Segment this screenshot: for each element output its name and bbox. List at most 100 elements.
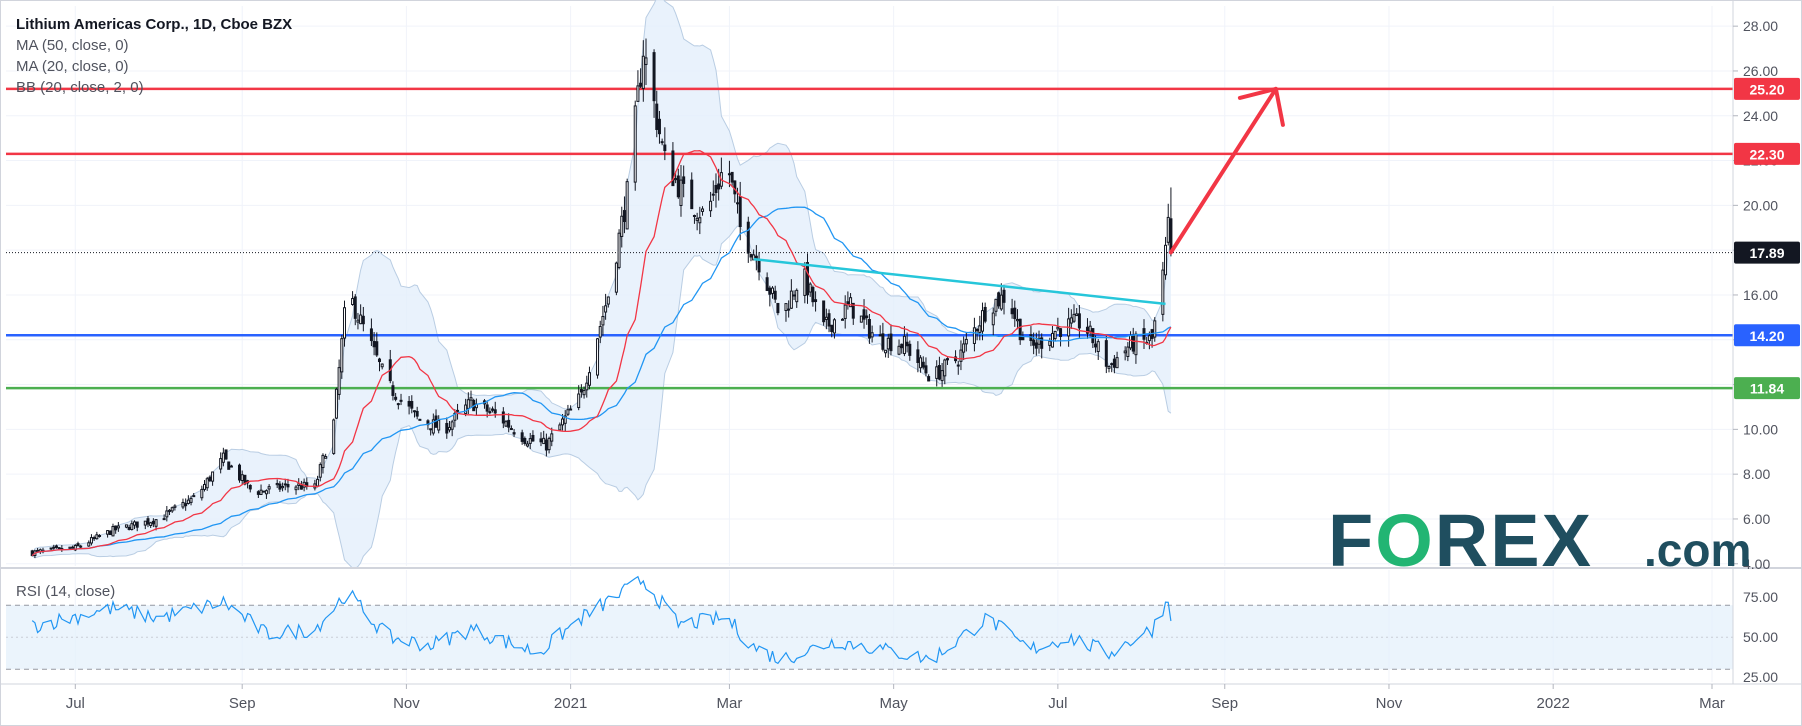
indicator-bb: BB (20, close, 2, 0) xyxy=(16,79,144,96)
price-tick-label: 16.00 xyxy=(1743,287,1778,303)
candle-body xyxy=(286,484,290,488)
candle-body xyxy=(975,328,979,332)
candle-body xyxy=(757,259,761,273)
annotations xyxy=(753,86,1285,306)
candle-body xyxy=(1053,330,1057,340)
candle-body xyxy=(509,428,513,431)
candle-body xyxy=(806,262,810,296)
candle-body xyxy=(135,521,139,528)
candle-body xyxy=(1096,341,1100,352)
candle-body xyxy=(523,438,527,444)
candle-body xyxy=(321,454,325,469)
candle-body xyxy=(787,308,791,311)
candle-body xyxy=(832,319,836,334)
candle-body xyxy=(617,232,621,268)
last-price-label: 17.89 xyxy=(1749,245,1784,261)
candle-body xyxy=(633,105,637,183)
candle-body xyxy=(278,483,282,490)
candle-body xyxy=(730,171,734,183)
candle-body xyxy=(1112,358,1116,368)
candle-body xyxy=(736,202,740,205)
candle-body xyxy=(606,296,610,305)
chart-title: Lithium Americas Corp., 1D, Cboe BZX xyxy=(16,16,293,33)
candle-body xyxy=(841,318,845,321)
rsi-legend: RSI (14, close) xyxy=(16,583,116,600)
candle-body xyxy=(916,349,920,363)
candle-body xyxy=(491,408,495,411)
candle-body xyxy=(1131,335,1135,352)
rsi-tick-label: 75.00 xyxy=(1743,589,1778,605)
candle-body xyxy=(919,357,923,369)
candle-body xyxy=(380,363,384,368)
candle-body xyxy=(641,55,645,89)
time-tick-label: Nov xyxy=(393,695,420,712)
candle-body xyxy=(1021,336,1025,341)
candle-body xyxy=(717,183,721,190)
candle-body xyxy=(679,179,683,207)
candle-body xyxy=(337,367,341,395)
candle-body xyxy=(464,404,468,414)
candle-body xyxy=(991,312,995,326)
candle-body xyxy=(577,393,581,409)
candle-body xyxy=(259,489,263,496)
candle-body xyxy=(238,464,242,481)
candle-body xyxy=(520,432,524,442)
candle-body xyxy=(959,349,963,362)
candle-body xyxy=(682,176,686,184)
candle-body xyxy=(95,534,99,540)
candle-body xyxy=(582,390,586,396)
candle-body xyxy=(1075,313,1079,317)
candle-body xyxy=(256,491,260,495)
candle-body xyxy=(353,296,357,319)
candle-body xyxy=(765,277,769,291)
candle-body xyxy=(170,507,174,512)
candle-body xyxy=(165,510,169,518)
candle-body xyxy=(639,82,643,87)
price-tick-label: 24.00 xyxy=(1743,108,1778,124)
candle-body xyxy=(410,400,414,409)
candle-body xyxy=(466,399,470,409)
candle-body xyxy=(208,476,212,482)
candle-body xyxy=(92,537,96,540)
price-tick-label: 28.00 xyxy=(1743,18,1778,34)
last-price-tag xyxy=(1734,241,1800,264)
candle-body xyxy=(870,332,874,338)
forex-logo: FOREX .com xyxy=(1328,499,1751,582)
level-14.20-tag xyxy=(1734,324,1800,347)
level-25.20-label: 25.20 xyxy=(1749,81,1784,97)
candle-body xyxy=(369,328,373,342)
candle-body xyxy=(437,419,441,431)
candle-body xyxy=(149,522,153,526)
candle-body xyxy=(359,314,363,325)
candle-body xyxy=(485,404,489,412)
candle-body xyxy=(676,175,680,198)
candle-body xyxy=(116,525,120,529)
candle-body xyxy=(771,287,775,294)
candle-body xyxy=(768,287,772,295)
candle-body xyxy=(200,488,204,499)
logo-letter: F xyxy=(1328,499,1375,582)
candle-body xyxy=(878,334,882,337)
chart-legend: Lithium Americas Corp., 1D, Cboe BZX MA … xyxy=(16,14,292,98)
candle-body xyxy=(943,359,947,377)
candle-body xyxy=(749,254,753,258)
candle-body xyxy=(843,304,847,319)
candle-body xyxy=(908,343,912,356)
logo-text: FOREX xyxy=(1328,499,1593,582)
level-14.20-label: 14.20 xyxy=(1749,328,1784,344)
candle-body xyxy=(377,358,381,363)
candle-body xyxy=(203,484,207,490)
candle-body xyxy=(539,438,543,443)
candle-body xyxy=(824,316,828,320)
candle-body xyxy=(375,341,379,356)
candle-body xyxy=(1077,313,1081,329)
indicator-ma20: MA (20, close, 0) xyxy=(16,58,129,75)
candle-body xyxy=(789,290,793,309)
candle-body xyxy=(267,486,271,490)
candle-body xyxy=(418,418,422,421)
candle-body xyxy=(173,505,177,508)
candle-body xyxy=(146,518,150,525)
logo-letter: E xyxy=(1490,499,1541,582)
